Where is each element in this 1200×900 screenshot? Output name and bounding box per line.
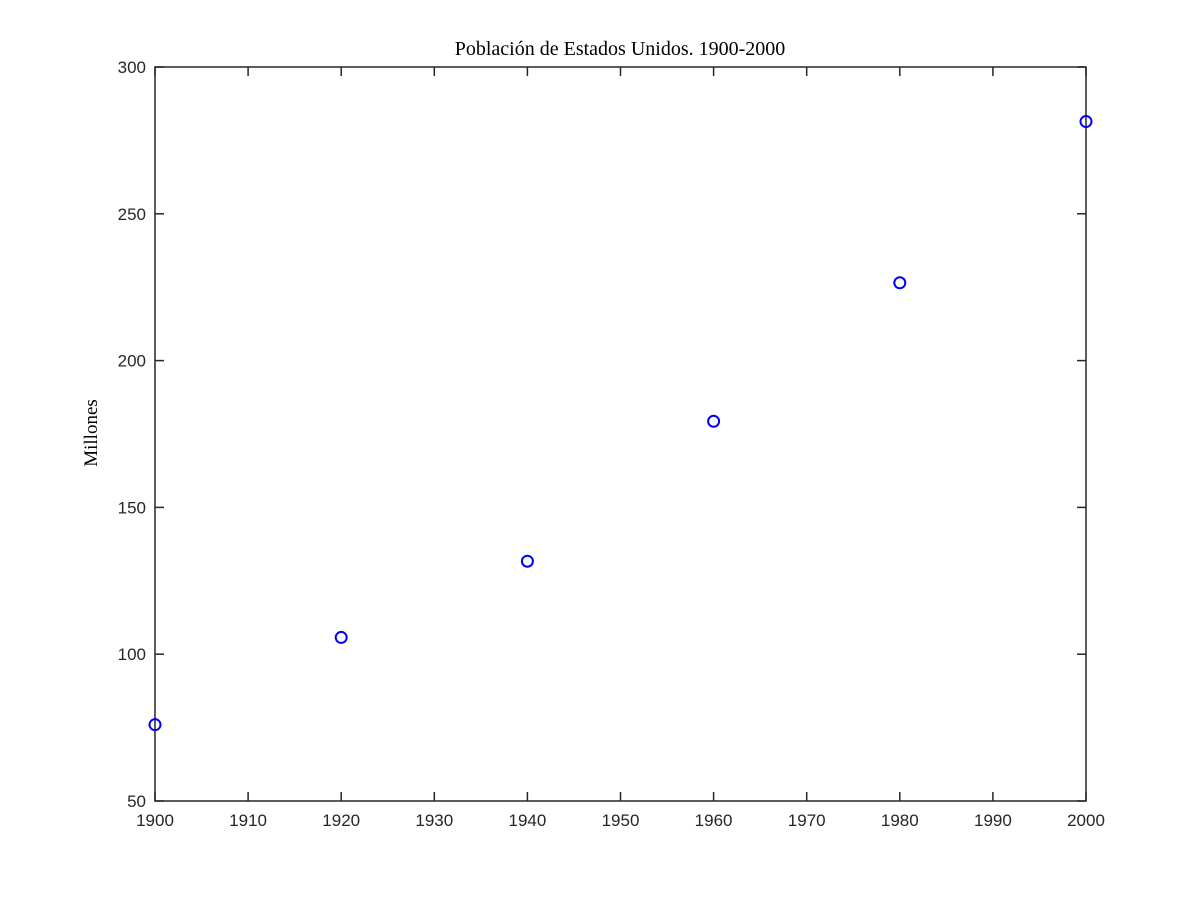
x-tick-label: 1990 [974, 811, 1012, 830]
y-tick-label: 200 [118, 352, 146, 371]
x-tick-label: 1920 [322, 811, 360, 830]
data-point [893, 276, 907, 290]
x-tick-label: 1940 [508, 811, 546, 830]
y-tick-label: 50 [127, 792, 146, 811]
x-tick-label: 1950 [602, 811, 640, 830]
x-tick-label: 1970 [788, 811, 826, 830]
x-tick-label: 1960 [695, 811, 733, 830]
x-tick-label: 1900 [136, 811, 174, 830]
y-tick-label: 150 [118, 498, 146, 517]
x-tick-label: 1980 [881, 811, 919, 830]
y-tick-label: 250 [118, 205, 146, 224]
y-axis-label: Millones [81, 399, 102, 467]
x-tick-label: 1930 [415, 811, 453, 830]
x-tick-label: 2000 [1067, 811, 1105, 830]
y-axis-ticks: 50 100 150 200 250 300 [118, 58, 1086, 811]
data-point [334, 630, 348, 644]
chart-title: Población de Estados Unidos. 1900-2000 [455, 38, 786, 60]
data-point [1079, 115, 1093, 129]
data-point [707, 414, 721, 428]
y-tick-label: 300 [118, 58, 146, 77]
data-series [148, 115, 1093, 732]
x-axis-ticks: 1900 1910 1920 1930 1940 1950 1960 1970 1980 1990… [136, 67, 1105, 830]
data-point [148, 718, 162, 732]
y-tick-label: 100 [118, 645, 146, 664]
data-point [520, 554, 534, 568]
x-tick-label: 1910 [229, 811, 267, 830]
plot-area-frame [154, 66, 1087, 802]
